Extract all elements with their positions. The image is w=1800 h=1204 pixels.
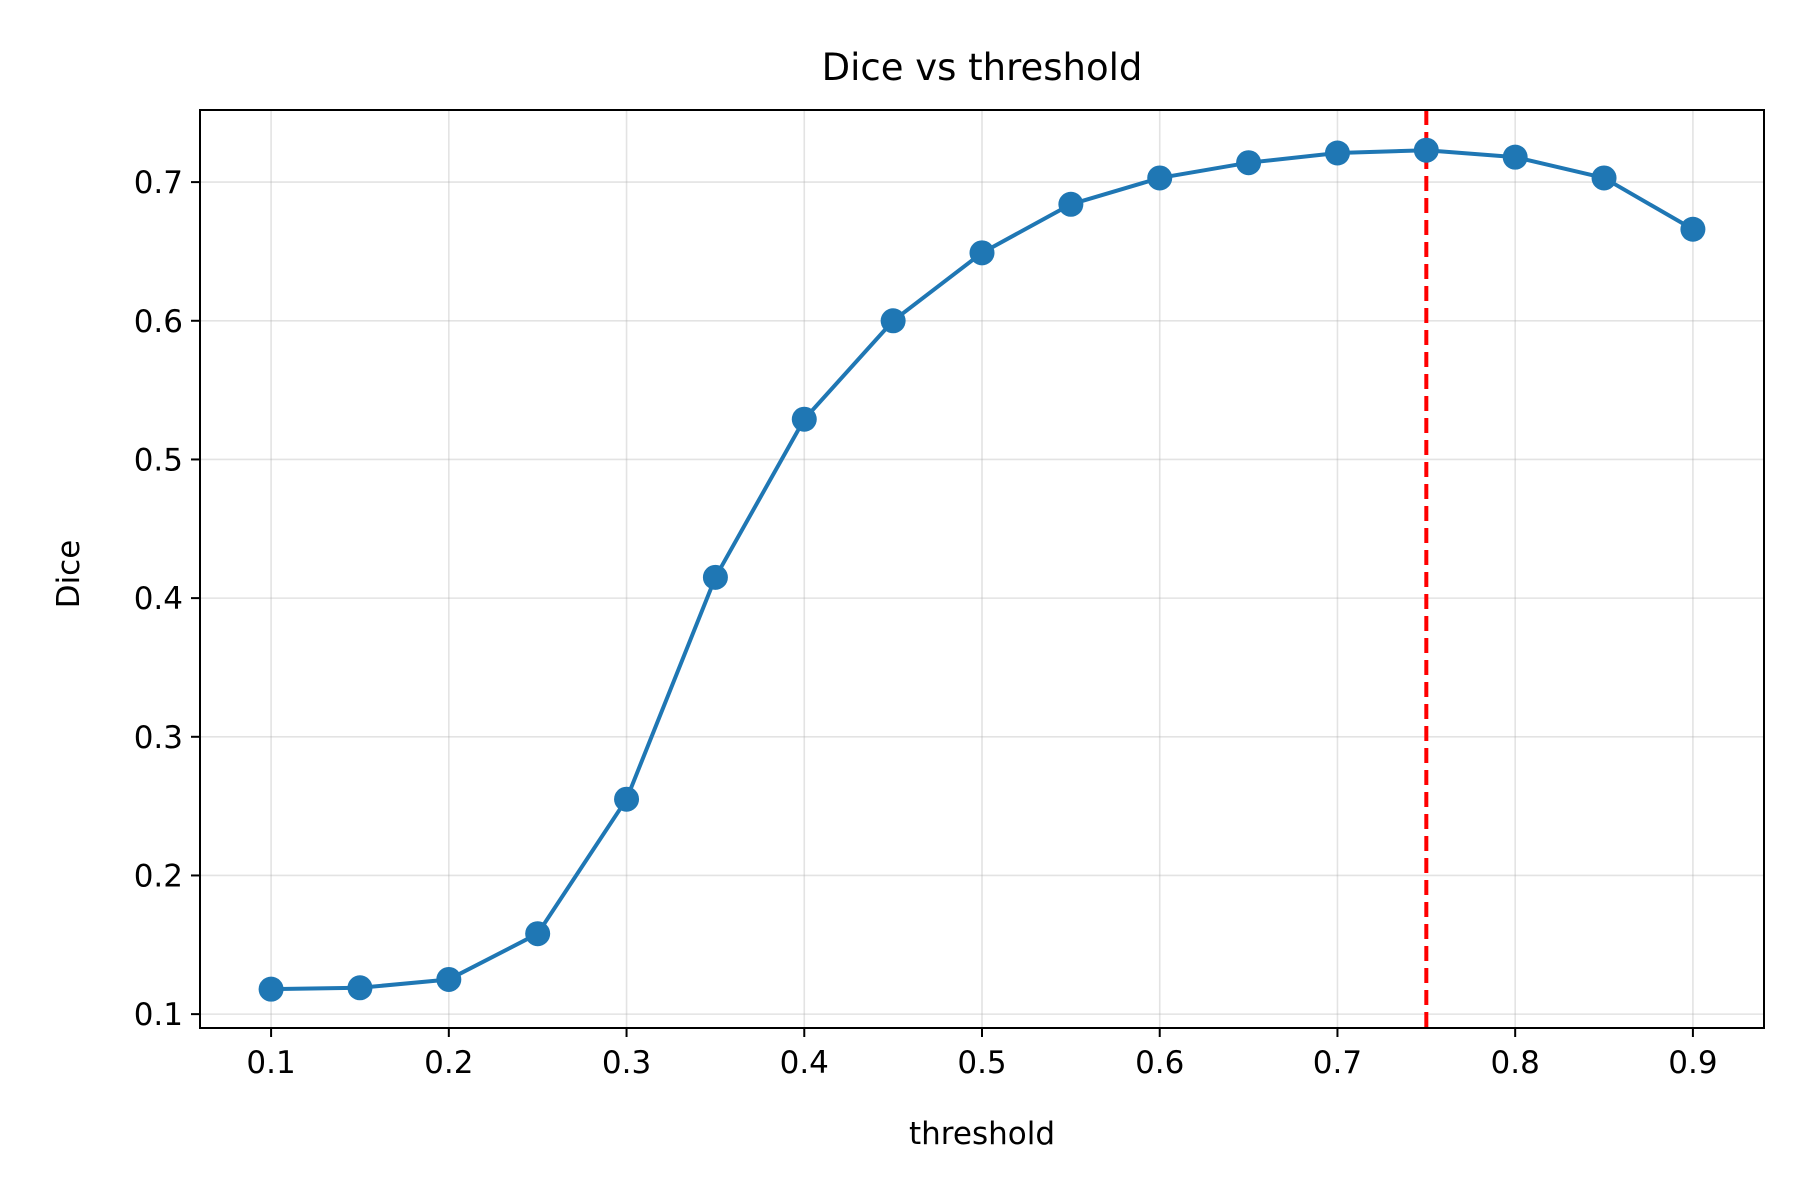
data-point bbox=[1236, 150, 1262, 176]
chart-title: Dice vs threshold bbox=[822, 46, 1143, 89]
y-tick-label: 0.7 bbox=[134, 165, 183, 201]
y-tick-label: 0.4 bbox=[134, 581, 183, 617]
y-tick-label: 0.3 bbox=[134, 720, 183, 756]
x-tick-label: 0.4 bbox=[780, 1045, 829, 1081]
x-tick-label: 0.6 bbox=[1135, 1045, 1184, 1081]
data-point bbox=[702, 564, 728, 590]
x-axis-label: threshold bbox=[909, 1116, 1055, 1152]
data-point bbox=[258, 976, 284, 1002]
data-point bbox=[880, 308, 906, 334]
x-axis: 0.1 0.2 0.3 0.4 0.5 0.6 0.7 0.8 0.9 bbox=[246, 1028, 1718, 1081]
data-point bbox=[1680, 216, 1706, 242]
x-tick-label: 0.9 bbox=[1668, 1045, 1717, 1081]
data-point bbox=[1591, 165, 1617, 191]
x-tick-label: 0.2 bbox=[424, 1045, 473, 1081]
grid bbox=[200, 110, 1764, 1028]
x-tick-label: 0.1 bbox=[246, 1045, 295, 1081]
data-point bbox=[614, 786, 640, 812]
data-point bbox=[969, 240, 995, 266]
y-axis-label: Dice bbox=[51, 540, 87, 609]
data-point bbox=[347, 975, 373, 1001]
data-point bbox=[436, 966, 462, 992]
x-tick-label: 0.7 bbox=[1313, 1045, 1362, 1081]
data-point bbox=[1502, 144, 1528, 170]
y-tick-label: 0.2 bbox=[134, 858, 183, 894]
data-point bbox=[791, 406, 817, 432]
y-tick-label: 0.5 bbox=[134, 442, 183, 478]
series-layer bbox=[258, 137, 1706, 1002]
data-point bbox=[525, 921, 551, 947]
data-point bbox=[1324, 140, 1350, 166]
data-point bbox=[1413, 137, 1439, 163]
y-tick-label: 0.1 bbox=[134, 997, 183, 1033]
y-axis: 0.1 0.2 0.3 0.4 0.5 0.6 0.7 bbox=[134, 165, 200, 1033]
y-tick-label: 0.6 bbox=[134, 304, 183, 340]
x-tick-label: 0.3 bbox=[602, 1045, 651, 1081]
x-tick-label: 0.5 bbox=[957, 1045, 1006, 1081]
data-point bbox=[1058, 191, 1084, 217]
x-tick-label: 0.8 bbox=[1491, 1045, 1540, 1081]
data-point bbox=[1147, 165, 1173, 191]
